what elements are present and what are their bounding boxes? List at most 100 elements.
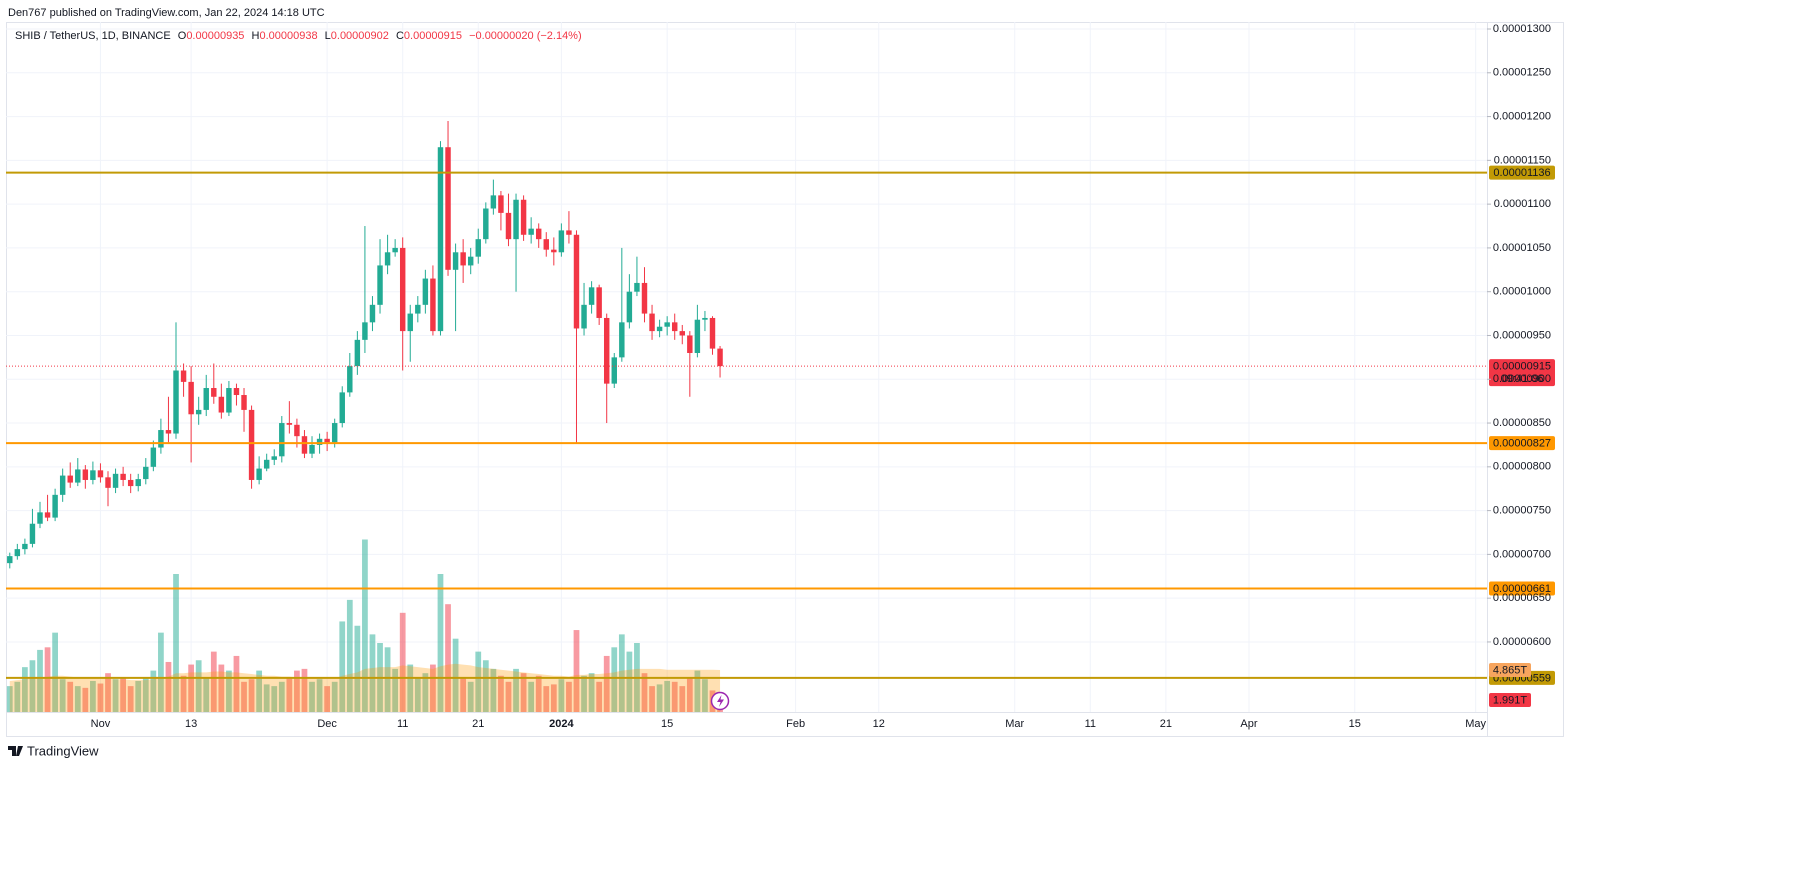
volume-bar bbox=[120, 677, 126, 712]
volume-bar bbox=[679, 686, 686, 712]
volume-bar bbox=[241, 681, 247, 712]
x-tick-label: Dec bbox=[317, 718, 337, 730]
candle-body bbox=[709, 317, 716, 349]
volume-bar bbox=[127, 686, 134, 712]
candle-body bbox=[573, 234, 580, 329]
x-tick-label: 15 bbox=[1349, 718, 1361, 730]
last-price-label: 0.00000915 bbox=[1493, 361, 1551, 373]
x-tick-label: Apr bbox=[1240, 718, 1257, 730]
candle-body bbox=[399, 247, 406, 332]
volume-bar bbox=[702, 679, 708, 712]
x-tick-label: Feb bbox=[786, 718, 805, 730]
volume-bar bbox=[482, 660, 489, 712]
candle-body bbox=[717, 348, 723, 367]
level-label-bg bbox=[1489, 165, 1555, 180]
candle-body bbox=[52, 494, 58, 518]
volume-bar bbox=[649, 686, 655, 712]
volume-bar bbox=[339, 621, 346, 712]
volume-bar bbox=[611, 647, 618, 712]
x-tick-label: Nov bbox=[91, 718, 111, 730]
volume-bar bbox=[195, 660, 202, 712]
volume-bar bbox=[641, 673, 648, 712]
volume-ma-area bbox=[9, 663, 721, 712]
volume-bar bbox=[165, 661, 172, 712]
legend-key: L bbox=[325, 30, 331, 42]
candle-body bbox=[505, 212, 512, 240]
volume-bar bbox=[210, 651, 217, 712]
candle-body bbox=[331, 423, 338, 443]
candle-body bbox=[22, 543, 28, 550]
volume-bar bbox=[14, 681, 21, 712]
legend-value: 0.00000902 bbox=[331, 30, 389, 42]
level-label-bg bbox=[1489, 436, 1555, 451]
candle-body bbox=[143, 466, 149, 480]
level-label: 0.00000827 bbox=[1493, 438, 1551, 450]
legend-symbol: SHIB / TetherUS, 1D, BINANCE bbox=[15, 30, 171, 42]
candle-body bbox=[347, 366, 353, 393]
x-tick-label: 21 bbox=[472, 718, 484, 730]
volume-bar bbox=[278, 681, 285, 712]
candle-body bbox=[67, 475, 73, 483]
candle-body bbox=[316, 438, 323, 445]
candle-body bbox=[611, 357, 617, 384]
candle-body bbox=[37, 512, 43, 524]
candle-body bbox=[422, 278, 429, 305]
candle-body bbox=[105, 477, 111, 488]
candle-body bbox=[520, 199, 527, 235]
candle-body bbox=[195, 409, 202, 415]
candle-body bbox=[369, 304, 376, 323]
candle-body bbox=[112, 473, 119, 488]
volume-bar bbox=[694, 670, 701, 712]
candle-body bbox=[467, 256, 474, 266]
replay-icon[interactable] bbox=[710, 691, 730, 711]
candle-body bbox=[558, 230, 565, 253]
volume-bar bbox=[248, 679, 255, 712]
y-tick-label: 0.00000850 bbox=[1493, 417, 1551, 429]
candle-body bbox=[218, 396, 225, 413]
volume-bar bbox=[671, 681, 678, 712]
candle-body bbox=[460, 252, 466, 266]
volume-bar bbox=[67, 681, 74, 712]
candle-body bbox=[256, 468, 262, 480]
volume-bar bbox=[603, 655, 610, 712]
volume-bar bbox=[626, 651, 633, 712]
volume-bar bbox=[581, 675, 587, 712]
candle-body bbox=[82, 469, 89, 480]
footer-logo: TradingView bbox=[8, 743, 99, 758]
volume-bar bbox=[263, 684, 270, 712]
x-tick-label: 2024 bbox=[549, 718, 574, 730]
candle-body bbox=[581, 304, 587, 329]
candles bbox=[7, 120, 723, 569]
volume-bar bbox=[467, 681, 474, 712]
volume-bar bbox=[59, 679, 66, 712]
legend-value: 0.00000935 bbox=[186, 30, 244, 42]
x-tick-label: 13 bbox=[185, 718, 197, 730]
candle-body bbox=[687, 335, 693, 353]
candle-body bbox=[354, 339, 361, 367]
legend-value: 0.00000938 bbox=[259, 30, 317, 42]
candle-body bbox=[301, 436, 308, 454]
volume-bar bbox=[618, 634, 625, 712]
candle-body bbox=[286, 423, 293, 425]
y-tick-label: 0.00001300 bbox=[1493, 23, 1551, 35]
level-label: 0.00001136 bbox=[1493, 167, 1550, 179]
volume-bar bbox=[543, 686, 550, 712]
published-note: Den767 published on TradingView.com, Jan… bbox=[8, 7, 325, 19]
volume-bar bbox=[475, 651, 482, 712]
candle-body bbox=[90, 470, 96, 480]
volume-bar bbox=[664, 680, 671, 712]
volume-bar bbox=[505, 681, 512, 712]
volume-bar bbox=[29, 660, 36, 712]
volume-bar bbox=[445, 604, 451, 712]
volume-bar bbox=[22, 667, 28, 712]
volume-bar bbox=[528, 681, 535, 712]
candle-body bbox=[339, 392, 345, 424]
volume-bar bbox=[550, 684, 557, 712]
candle-body bbox=[188, 381, 194, 415]
x-tick-label: May bbox=[1465, 718, 1486, 730]
overlays: 0.000011360.000008270.000006610.00000559… bbox=[6, 165, 1555, 707]
x-tick-label: 11 bbox=[397, 718, 408, 730]
volume-bar bbox=[656, 684, 663, 712]
grid bbox=[6, 22, 1487, 712]
